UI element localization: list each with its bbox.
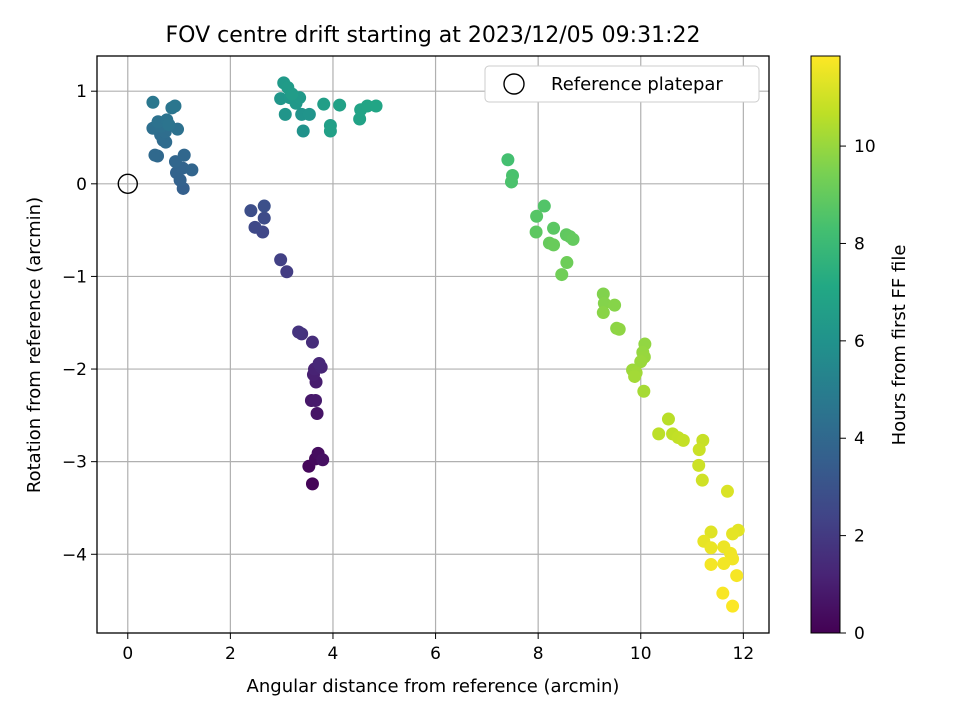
scatter-point bbox=[695, 473, 709, 487]
scatter-point bbox=[529, 225, 543, 239]
y-tick-label: −1 bbox=[62, 267, 87, 287]
scatter-point bbox=[248, 220, 262, 234]
scatter-point bbox=[148, 148, 162, 162]
scatter-point bbox=[257, 211, 271, 225]
scatter-point bbox=[185, 163, 199, 177]
scatter-point bbox=[309, 394, 323, 408]
scatter-point bbox=[530, 209, 544, 223]
scatter-point bbox=[726, 599, 740, 613]
scatter-point bbox=[726, 527, 740, 541]
scatter-point bbox=[168, 99, 182, 113]
scatter-point bbox=[547, 221, 561, 235]
scatter-point bbox=[274, 253, 288, 267]
gridlines bbox=[97, 56, 769, 633]
legend-marker-open-circle bbox=[503, 73, 525, 95]
scatter-point bbox=[177, 148, 191, 162]
scatter-point bbox=[716, 586, 730, 600]
y-tick-label: 0 bbox=[76, 175, 87, 195]
scatter-point bbox=[310, 406, 324, 420]
scatter-point bbox=[692, 458, 706, 472]
colorbar-label: Hours from first FF file bbox=[889, 245, 910, 446]
scatter-point bbox=[317, 97, 331, 111]
scatter-point bbox=[244, 204, 258, 218]
scatter-point bbox=[504, 175, 518, 189]
colorbar-ticks: 0 2 4 6 8 10 bbox=[840, 137, 876, 644]
colorbar-tick-label: 4 bbox=[854, 429, 865, 449]
scatter-point bbox=[323, 124, 337, 138]
scatter-point bbox=[676, 433, 690, 447]
y-tick-label: −2 bbox=[62, 360, 87, 380]
x-tick-label: 12 bbox=[733, 644, 755, 664]
scatter-point bbox=[661, 412, 675, 426]
scatter-point bbox=[692, 443, 706, 457]
scatter-point bbox=[608, 298, 622, 312]
scatter-point bbox=[720, 484, 734, 498]
legend-box bbox=[484, 65, 760, 103]
colorbar-gradient bbox=[810, 55, 841, 634]
colorbar-tick-label: 6 bbox=[854, 332, 865, 352]
scatter-point bbox=[285, 87, 299, 101]
colorbar-tick-label: 10 bbox=[854, 137, 876, 157]
colorbar-tick-label: 8 bbox=[854, 234, 865, 254]
y-tick-label: 1 bbox=[76, 82, 87, 102]
scatter-point bbox=[566, 232, 580, 246]
scatter-point bbox=[612, 322, 626, 336]
colorbar-tick-label: 2 bbox=[854, 527, 865, 547]
legend-label-reference: Reference platepar bbox=[551, 74, 723, 95]
scatter-point bbox=[547, 238, 561, 252]
legend: Reference platepar bbox=[484, 65, 760, 103]
x-axis-label: Angular distance from reference (arcmin) bbox=[247, 676, 620, 697]
scatter-point bbox=[305, 477, 319, 491]
scatter-point bbox=[704, 557, 718, 571]
scatter-point bbox=[560, 256, 574, 270]
scatter-point bbox=[537, 199, 551, 213]
scatter-point bbox=[305, 335, 319, 349]
scatter-point bbox=[302, 107, 316, 121]
x-tick-label: 8 bbox=[533, 644, 544, 664]
x-tick-label: 6 bbox=[430, 644, 441, 664]
scatter-point bbox=[634, 355, 648, 369]
scatter-point bbox=[555, 268, 569, 282]
y-tick-label: −3 bbox=[62, 453, 87, 473]
y-axis-label: Rotation from reference (arcmin) bbox=[24, 197, 45, 493]
scatter-point bbox=[146, 95, 160, 109]
scatter-point bbox=[257, 199, 271, 213]
data-points bbox=[146, 76, 745, 613]
reference-platepar-marker bbox=[117, 173, 138, 195]
scatter-point bbox=[717, 557, 731, 571]
scatter-point bbox=[730, 569, 744, 583]
scatter-point bbox=[652, 427, 666, 441]
scatter-point bbox=[637, 384, 651, 398]
x-tick-label: 10 bbox=[630, 644, 652, 664]
colorbar-tick-label: 0 bbox=[854, 624, 865, 644]
scatter-point bbox=[501, 153, 515, 167]
scatter-point bbox=[316, 453, 330, 467]
plot-area-frame bbox=[96, 55, 770, 634]
scatter-point bbox=[369, 99, 383, 113]
colorbar: 0 2 4 6 8 10 Hours from first FF file bbox=[810, 55, 910, 644]
reference-marker-layer bbox=[117, 173, 138, 195]
scatter-point bbox=[596, 306, 610, 320]
scatter-point bbox=[280, 265, 294, 279]
scatter-point bbox=[628, 369, 642, 383]
x-tick-label: 4 bbox=[328, 644, 339, 664]
scatter-point bbox=[333, 98, 347, 112]
scatter-point bbox=[704, 541, 718, 555]
y-axis-ticks: −4 −3 −2 −1 0 1 bbox=[62, 82, 97, 565]
x-tick-label: 2 bbox=[225, 644, 236, 664]
scatter-point bbox=[296, 124, 310, 138]
x-axis-ticks: 0 2 4 6 8 10 12 bbox=[122, 633, 754, 664]
scatter-point bbox=[312, 356, 326, 370]
chart-title: FOV centre drift starting at 2023/12/05 … bbox=[166, 23, 701, 48]
scatter-point bbox=[292, 325, 306, 339]
y-tick-label: −4 bbox=[62, 545, 87, 565]
scatter-point bbox=[162, 118, 176, 132]
scatter-point bbox=[704, 525, 718, 539]
x-tick-label: 0 bbox=[122, 644, 133, 664]
scatter-point bbox=[278, 107, 292, 121]
